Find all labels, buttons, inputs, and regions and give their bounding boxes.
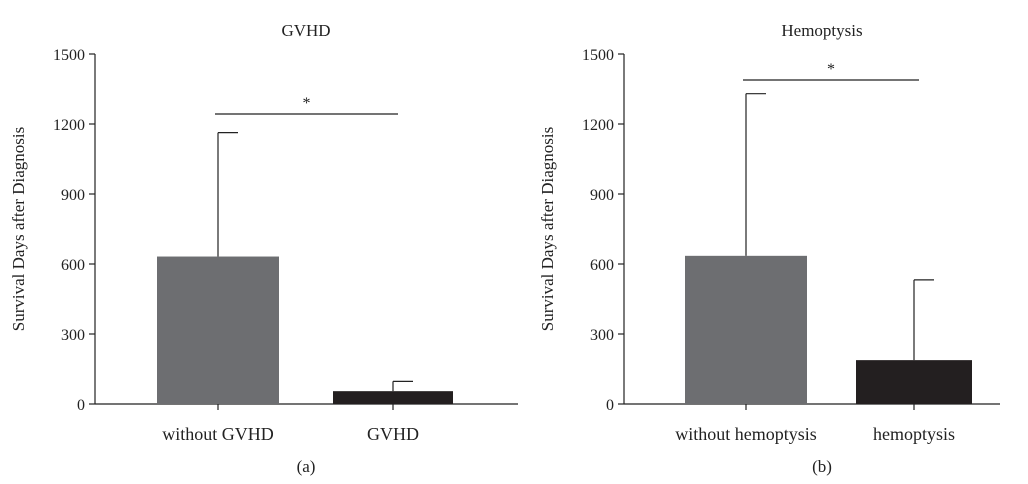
x-tick-label: without GVHD bbox=[162, 424, 274, 444]
chart-title: Hemoptysis bbox=[781, 21, 862, 40]
bar bbox=[685, 255, 807, 404]
x-tick-label: GVHD bbox=[367, 424, 419, 444]
y-tick-label: 300 bbox=[590, 327, 614, 344]
x-tick-label: hemoptysis bbox=[873, 424, 955, 444]
bar bbox=[157, 256, 279, 404]
y-tick-label: 900 bbox=[590, 187, 614, 204]
y-tick-label: 600 bbox=[590, 257, 614, 274]
y-tick-label: 1500 bbox=[582, 47, 614, 64]
significance-marker: * bbox=[827, 61, 835, 78]
panel-label: (a) bbox=[297, 457, 316, 476]
bar bbox=[333, 391, 453, 404]
chart-title: GVHD bbox=[281, 21, 330, 40]
y-tick-label: 300 bbox=[61, 327, 85, 344]
y-tick-label: 900 bbox=[61, 187, 85, 204]
significance-marker: * bbox=[303, 95, 311, 112]
y-tick-label: 1500 bbox=[53, 47, 85, 64]
y-tick-label: 0 bbox=[606, 397, 614, 414]
y-axis-label: Survival Days after Diagnosis bbox=[9, 127, 28, 331]
chart-panel-a: GVHD Survival Days after Diagnosis (a) 0… bbox=[9, 21, 518, 476]
y-tick-label: 600 bbox=[61, 257, 85, 274]
panel-label: (b) bbox=[812, 457, 832, 476]
y-tick-label: 1200 bbox=[582, 117, 614, 134]
chart-panel-b: Hemoptysis Survival Days after Diagnosis… bbox=[538, 21, 1000, 476]
y-tick-label: 0 bbox=[77, 397, 85, 414]
y-axis-label: Survival Days after Diagnosis bbox=[538, 127, 557, 331]
bar bbox=[856, 360, 972, 404]
y-tick-label: 1200 bbox=[53, 117, 85, 134]
x-tick-label: without hemoptysis bbox=[675, 424, 817, 444]
